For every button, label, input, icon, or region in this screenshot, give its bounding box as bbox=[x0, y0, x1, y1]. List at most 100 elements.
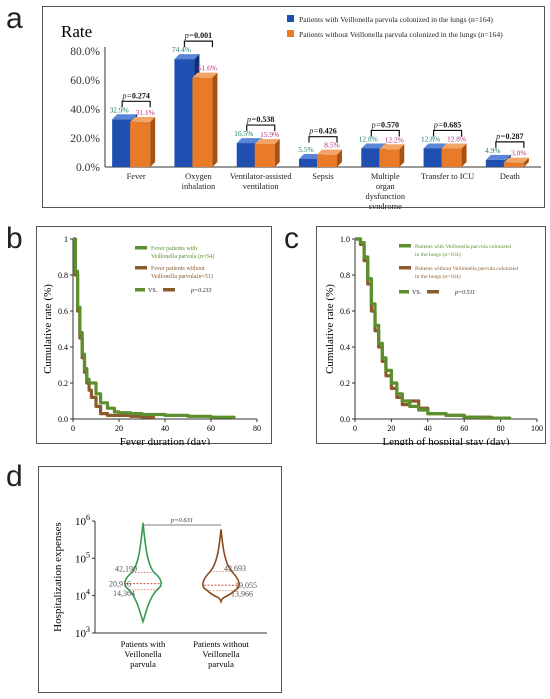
y-axis-label: Cumulative rate (%) bbox=[324, 284, 336, 374]
legend-swatch bbox=[427, 290, 439, 294]
chart-title: Rate bbox=[61, 22, 92, 41]
y-tick-label: 40.0% bbox=[70, 104, 100, 116]
bar-without-vp bbox=[441, 148, 462, 167]
x-axis-label: Fever duration (day) bbox=[120, 436, 211, 445]
data-label: 32.9% bbox=[110, 105, 129, 114]
y-tick-label: 105 bbox=[75, 550, 90, 565]
data-label: 12.8% bbox=[447, 134, 466, 143]
bar-top bbox=[254, 138, 280, 144]
km-curve-fever-duration: 0.0 0.2 0.4 0.6 0.8 1 0 20 40 60 80 Fever duration … bbox=[42, 235, 261, 448]
violin-plot-expenses: 103 104 105 106 Hospitalization expenses p=0.… bbox=[52, 513, 267, 669]
data-label: 16.5% bbox=[234, 129, 253, 138]
x-tick-label: 20 bbox=[387, 424, 395, 433]
p-value-label: p=0.538 bbox=[246, 115, 274, 124]
legend-swatch bbox=[399, 244, 411, 248]
y-tick-label: 0.2 bbox=[340, 379, 350, 388]
y-tick-label: 0.4 bbox=[58, 343, 68, 352]
y-tick-label: 103 bbox=[75, 625, 90, 640]
y-tick-label: 0.8 bbox=[58, 271, 68, 280]
legend-entry: in the lungs (n=164) bbox=[415, 273, 461, 280]
y-tick-label: 0.0 bbox=[58, 415, 68, 424]
category-label: organ bbox=[376, 182, 396, 191]
x-tick-label: 60 bbox=[460, 424, 468, 433]
category-label: Fever bbox=[127, 172, 146, 181]
p-value-label: p=0.685 bbox=[433, 120, 461, 129]
bar-with-vp bbox=[361, 148, 382, 167]
bar-side bbox=[212, 72, 218, 167]
q1-label: 14,364 bbox=[113, 589, 135, 598]
bar-top bbox=[112, 114, 138, 120]
panel-a-frame: Rate 0.0% 20.0% 40.0% 60.0% 80.0% Patients wit… bbox=[42, 6, 545, 211]
category-label: parvula bbox=[208, 659, 234, 669]
panel-c-frame: 0.0 0.2 0.4 0.6 0.8 1.0 0 20 40 60 80 100 Length of … bbox=[316, 226, 546, 448]
category-label: dysfunction bbox=[366, 192, 406, 201]
y-tick-label: 0.2 bbox=[58, 379, 68, 388]
y-tick-label: 0.6 bbox=[58, 307, 68, 316]
vs-label: VS. bbox=[148, 288, 158, 294]
vs-label: VS. bbox=[412, 290, 422, 296]
category-label: inhalation bbox=[182, 182, 216, 191]
p-value-label: p=0.274 bbox=[121, 91, 149, 100]
legend-swatch bbox=[399, 290, 409, 294]
p-bracket bbox=[432, 129, 463, 137]
category-label: Death bbox=[500, 172, 521, 181]
legend-swatch bbox=[163, 288, 175, 292]
panel-label-c: c bbox=[284, 222, 299, 255]
category-label: Veillonella bbox=[202, 649, 239, 659]
legend-entry: in the lungs (n=164) bbox=[415, 251, 461, 258]
legend-swatch bbox=[287, 30, 294, 37]
panel-label-b: b bbox=[6, 222, 23, 255]
bar-top bbox=[130, 116, 156, 122]
bar-side bbox=[337, 149, 342, 167]
p-bracket bbox=[121, 100, 151, 108]
panel-d-frame: 103 104 105 106 Hospitalization expenses p=0.… bbox=[38, 466, 282, 693]
x-tick-label: 20 bbox=[115, 424, 123, 433]
median-label: 19,055 bbox=[235, 581, 257, 590]
bar-top bbox=[423, 143, 449, 149]
legend-entry: Patients with Veillonella parvula coloni… bbox=[415, 244, 511, 250]
y-tick-label: 104 bbox=[75, 588, 90, 603]
p-value-label: p=0.001 bbox=[184, 31, 212, 40]
legend-swatch bbox=[287, 15, 294, 22]
bar-without-vp bbox=[317, 154, 337, 167]
bar-side bbox=[274, 138, 280, 167]
x-tick-label: 60 bbox=[207, 424, 215, 433]
y-tick-label: 0.4 bbox=[340, 343, 350, 352]
y-tick-label: 80.0% bbox=[70, 46, 100, 58]
legend-entry: Patients without Veillonella parvula col… bbox=[299, 30, 503, 39]
data-label: 15.9% bbox=[260, 130, 279, 139]
data-label: 3.0% bbox=[511, 149, 526, 158]
legend-entry: Veillonella parvula(n=51) bbox=[151, 273, 213, 280]
data-label: 8.5% bbox=[324, 141, 339, 150]
y-axis-label: Hospitalization expenses bbox=[52, 522, 64, 632]
category-label: Veillonella bbox=[124, 649, 161, 659]
km-curve-hospital-stay: 0.0 0.2 0.4 0.6 0.8 1.0 0 20 40 60 80 100 Length of … bbox=[324, 235, 543, 448]
category-label: Multiple bbox=[371, 172, 400, 181]
bar-without-vp bbox=[379, 149, 400, 167]
bar-chart-outcomes: Rate 0.0% 20.0% 40.0% 60.0% 80.0% Patients wit… bbox=[61, 15, 541, 211]
y-tick-label: 0.0 bbox=[340, 415, 350, 424]
p-bracket bbox=[495, 141, 525, 148]
bar-with-vp bbox=[485, 159, 506, 167]
bar-top bbox=[317, 149, 342, 155]
x-tick-label: 100 bbox=[531, 424, 543, 433]
p-bracket bbox=[183, 40, 214, 48]
category-label: syndrome bbox=[369, 202, 402, 209]
p-bracket bbox=[370, 129, 400, 137]
bar-side bbox=[399, 144, 405, 167]
y-tick-label: 1 bbox=[64, 235, 68, 244]
y-tick-label: 0.0% bbox=[76, 162, 100, 174]
p-value-label: p=0.287 bbox=[495, 132, 523, 141]
bar-side bbox=[461, 143, 467, 167]
bar-without-vp bbox=[192, 77, 213, 167]
x-tick-label: 40 bbox=[161, 424, 169, 433]
bar-with-vp bbox=[174, 59, 195, 168]
legend-entry: Patients without Veillonella parvula col… bbox=[415, 266, 518, 272]
p-value-label: p=0.233 bbox=[190, 288, 212, 294]
km-line-with-vp bbox=[355, 237, 512, 420]
data-label: 4.9% bbox=[485, 146, 500, 155]
category-label: ventilation bbox=[243, 182, 280, 191]
panel-label-a: a bbox=[6, 2, 23, 35]
bar-side bbox=[150, 116, 156, 167]
q3-label: 43,693 bbox=[224, 564, 246, 573]
